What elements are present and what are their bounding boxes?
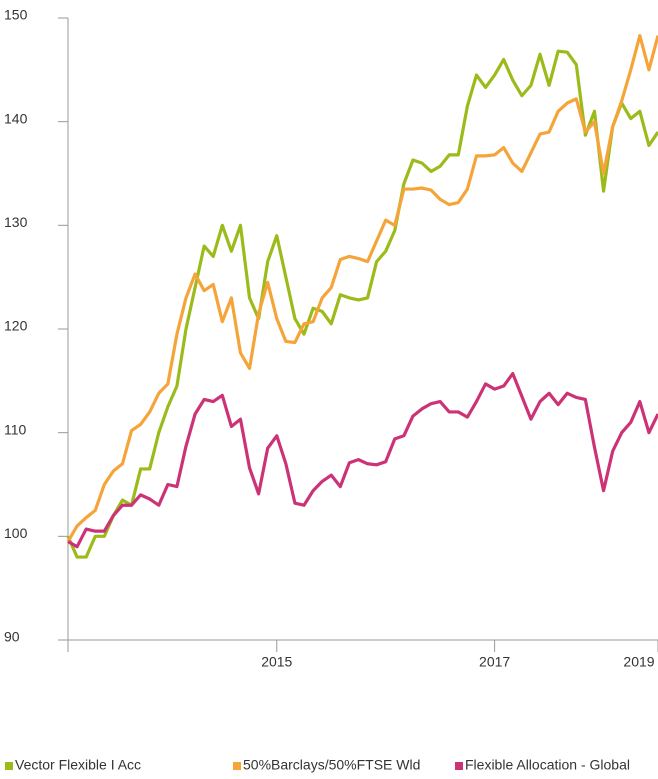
legend-swatch xyxy=(5,762,13,770)
y-tick-label: 150 xyxy=(4,7,28,23)
y-tick-label: 120 xyxy=(4,318,28,334)
series-line xyxy=(67,371,658,549)
legend-label: Flexible Allocation - Global xyxy=(465,757,630,773)
y-tick-label: 130 xyxy=(4,214,28,230)
legend-label: Vector Flexible I Acc xyxy=(15,757,141,773)
y-tick-label: 90 xyxy=(4,629,20,645)
series-line xyxy=(66,34,658,543)
x-tick-label: 2017 xyxy=(479,654,510,670)
x-tick-label: 2019 xyxy=(623,654,654,670)
legend-swatch xyxy=(233,762,241,770)
x-tick-label: 2015 xyxy=(261,654,292,670)
y-tick-label: 140 xyxy=(4,110,28,126)
legend-label: 50%Barclays/50%FTSE Wld xyxy=(243,757,420,773)
legend-swatch xyxy=(455,762,463,770)
y-tick-label: 110 xyxy=(4,421,27,437)
y-tick-label: 100 xyxy=(4,525,28,541)
series-line xyxy=(66,49,658,559)
